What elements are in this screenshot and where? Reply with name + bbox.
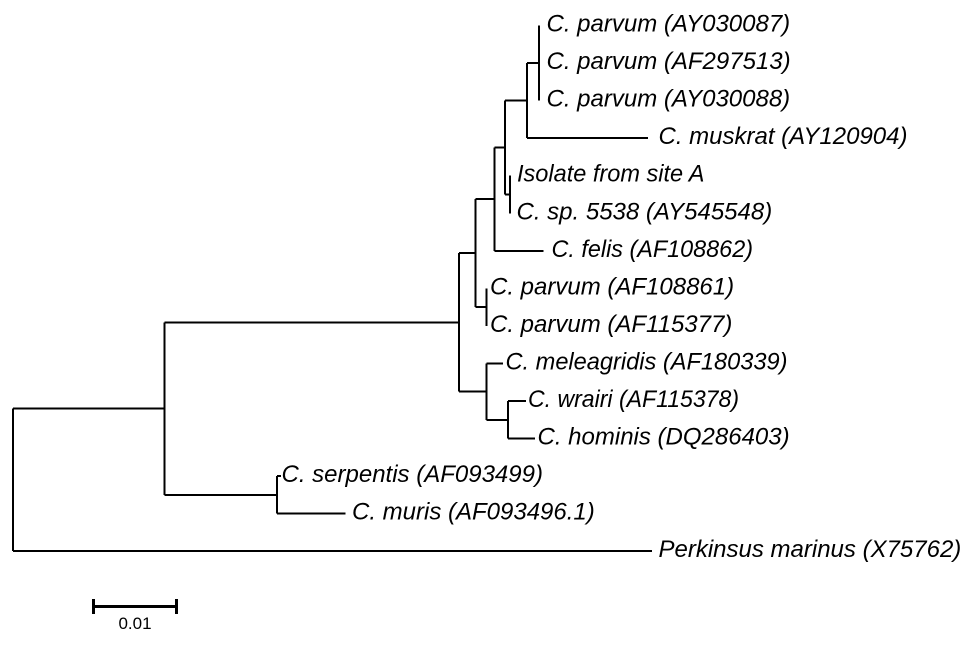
- svg-text:0.01: 0.01: [118, 614, 151, 633]
- svg-text:C. parvum (AF108861): C. parvum (AF108861): [490, 273, 734, 300]
- svg-text:C. meleagridis (AF180339): C. meleagridis (AF180339): [506, 348, 788, 375]
- svg-text:C. wrairi (AF115378): C. wrairi (AF115378): [528, 386, 739, 413]
- svg-text:C. parvum (AF297513): C. parvum (AF297513): [547, 48, 791, 75]
- svg-text:C. muskrat (AY120904): C. muskrat (AY120904): [659, 123, 908, 150]
- svg-text:C. sp. 5538 (AY545548): C. sp. 5538 (AY545548): [517, 198, 773, 225]
- svg-text:C. serpentis (AF093499): C. serpentis (AF093499): [282, 461, 543, 488]
- svg-text:Perkinsus marinus (X75762): Perkinsus marinus (X75762): [659, 536, 962, 563]
- svg-text:C. felis (AF108862): C. felis (AF108862): [552, 236, 754, 263]
- svg-text:C. parvum (AY030087): C. parvum (AY030087): [547, 11, 791, 38]
- svg-text:C. hominis (DQ286403): C. hominis (DQ286403): [538, 424, 790, 451]
- svg-text:C. parvum (AY030088): C. parvum (AY030088): [547, 86, 791, 113]
- svg-text:C. parvum (AF115377): C. parvum (AF115377): [490, 311, 732, 338]
- svg-text:C. muris (AF093496.1): C. muris (AF093496.1): [352, 499, 595, 526]
- svg-text:Isolate from site A: Isolate from site A: [517, 161, 705, 188]
